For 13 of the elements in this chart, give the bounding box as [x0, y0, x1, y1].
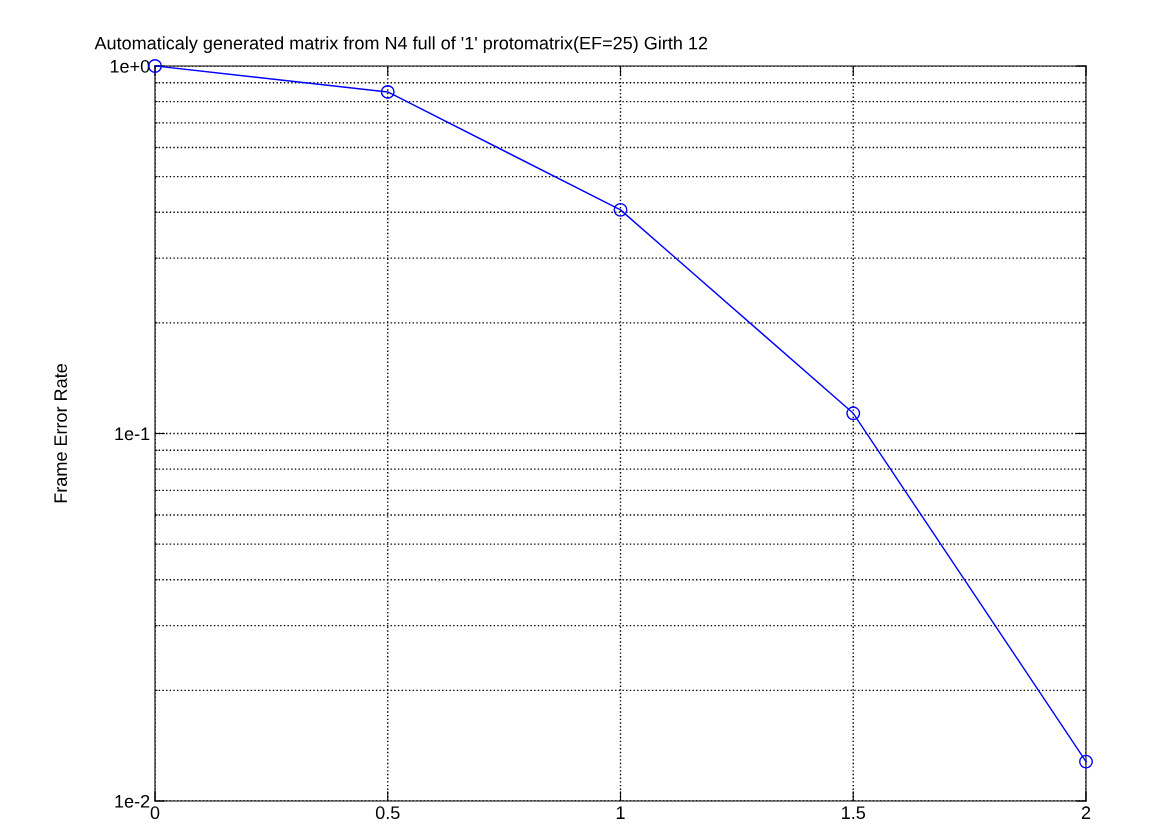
point	[613, 202, 628, 217]
point	[380, 84, 395, 99]
y-tick-label: 1e-2	[115, 794, 150, 808]
chart-title: Automaticaly generated matrix from N4 full of '1' protomatrix(EF=25) Girth 12	[94, 36, 708, 54]
x-tick-label: 1.5	[842, 806, 866, 820]
point	[846, 406, 861, 421]
y-tick-label: 1e-1	[115, 427, 150, 441]
y-axis-title: Frame Error Rate	[54, 364, 68, 503]
x-tick-label: 1	[616, 806, 625, 819]
x-tick-label: 0.5	[375, 806, 400, 820]
point	[1079, 754, 1093, 769]
x-tick-label: 0	[150, 806, 160, 820]
x-tick-label: 2	[1081, 806, 1091, 819]
